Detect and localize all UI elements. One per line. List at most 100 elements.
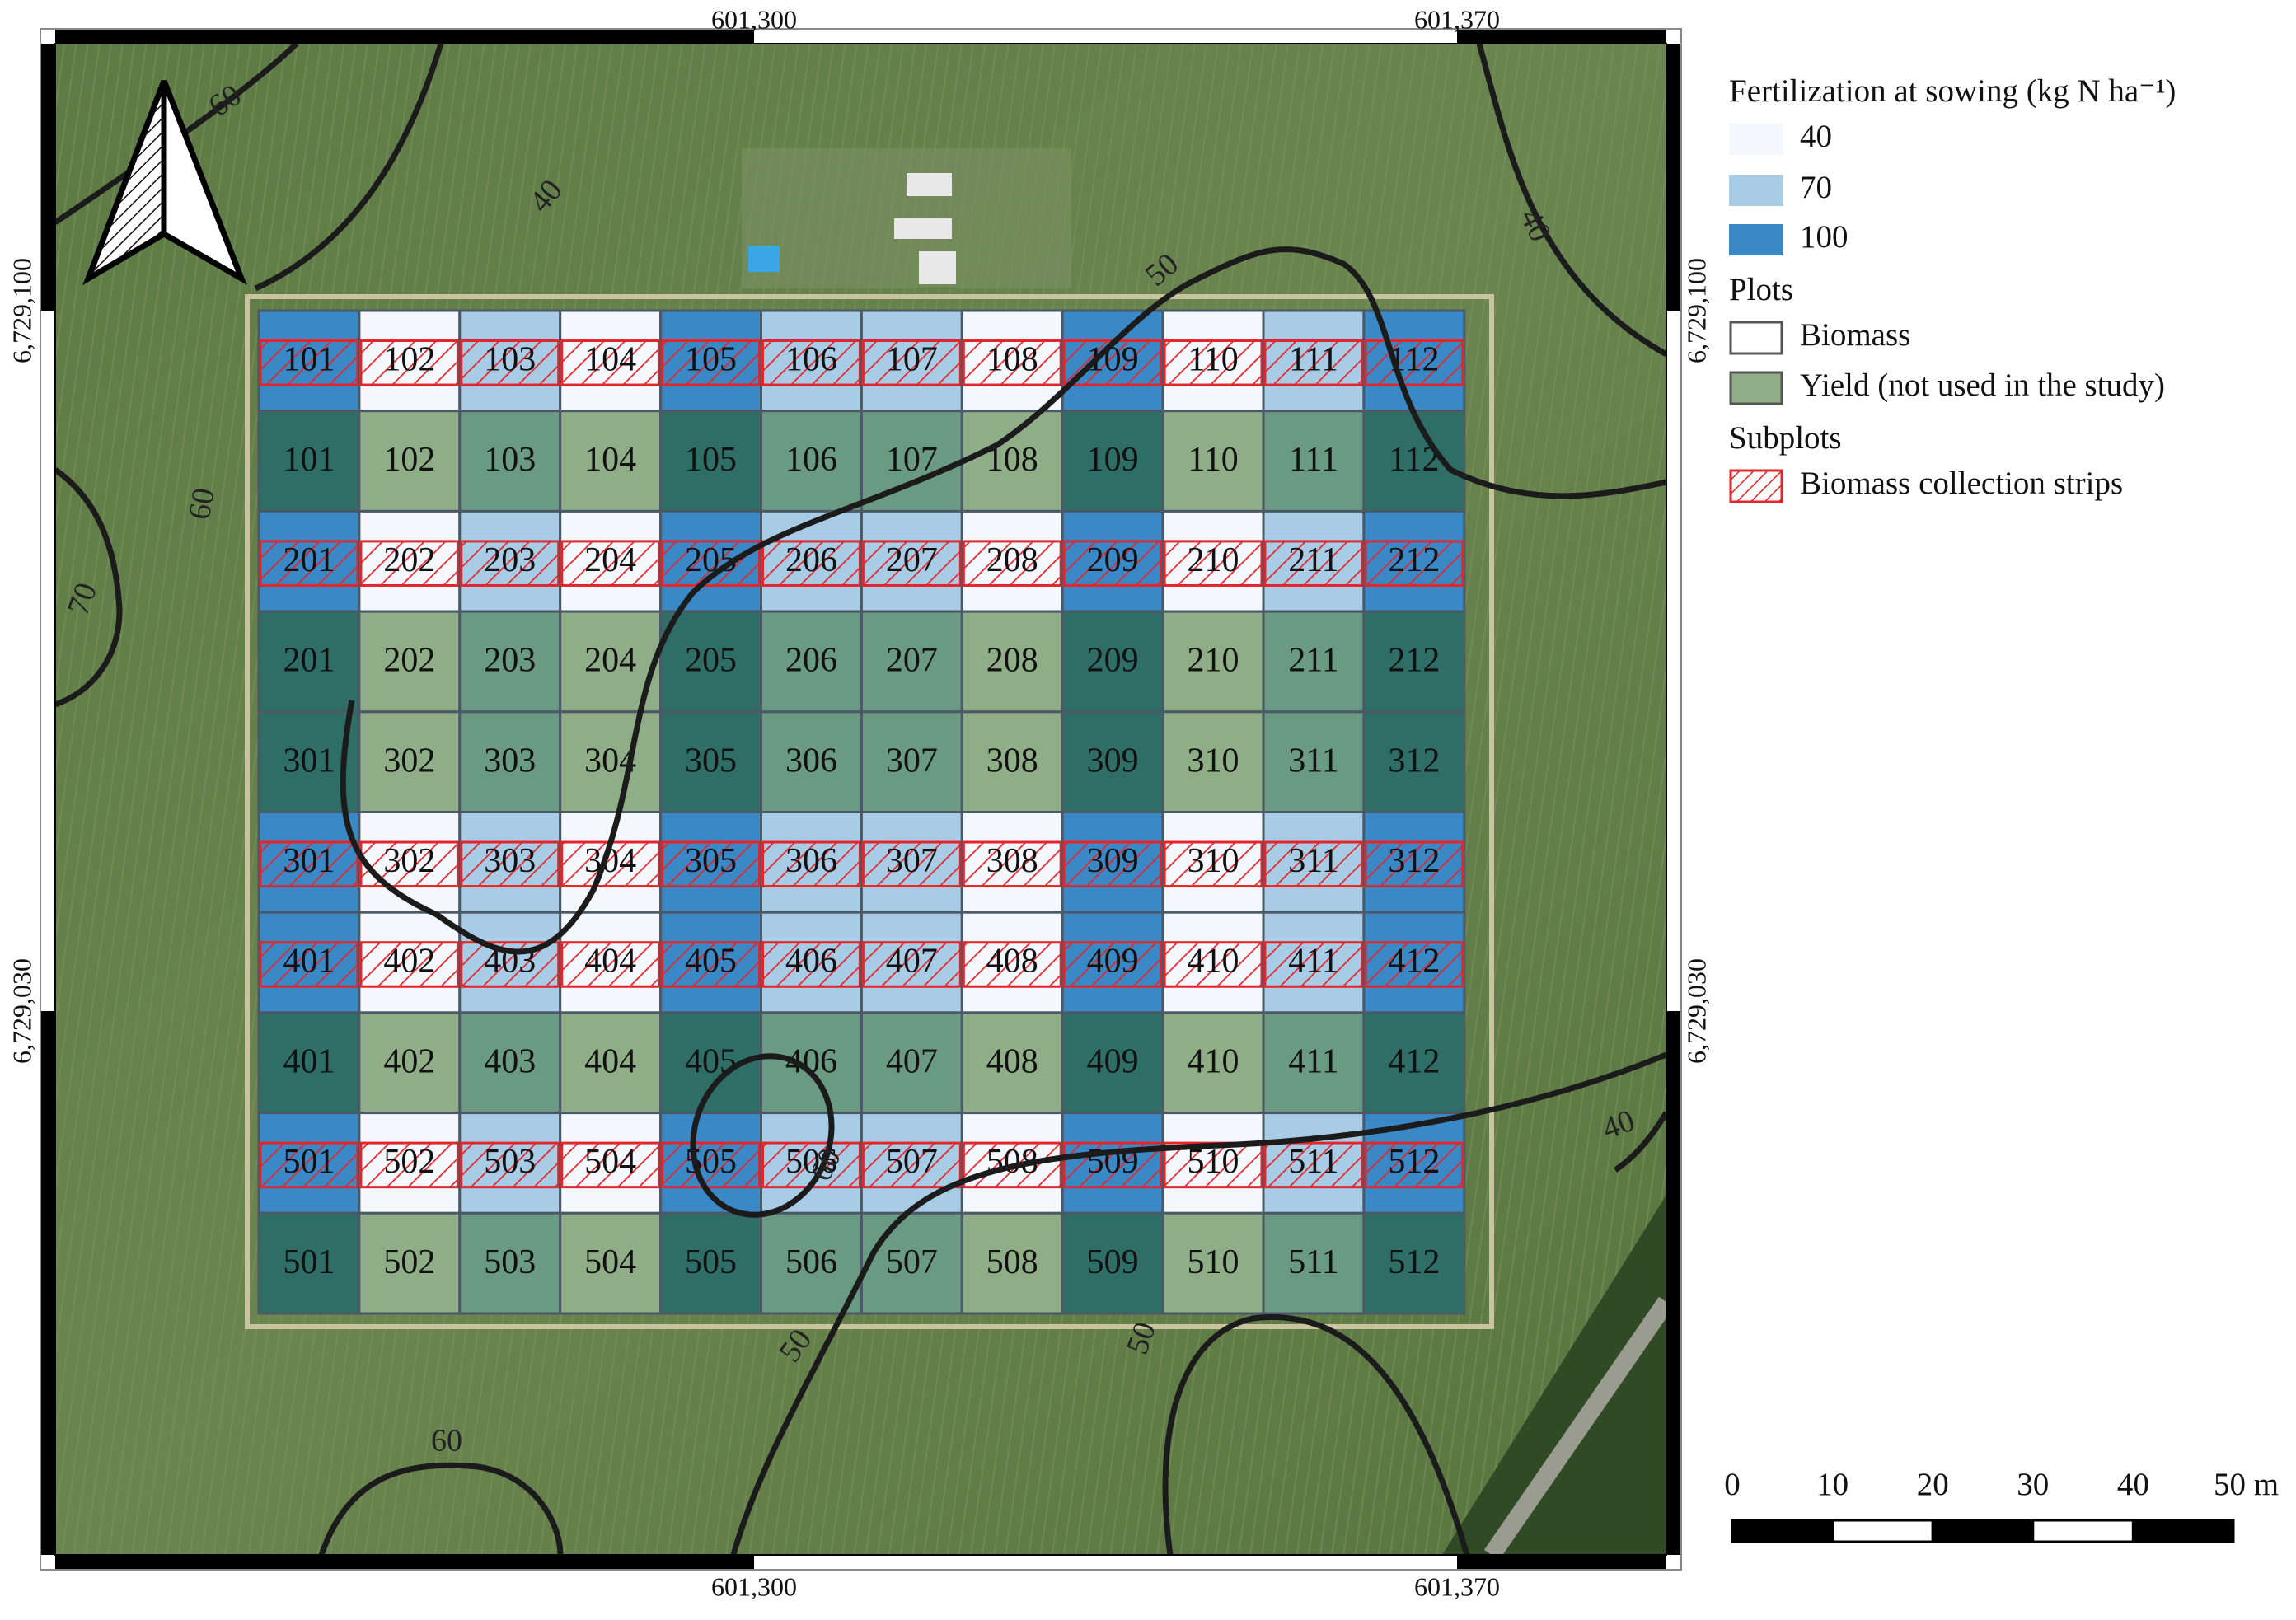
contour-label: 60: [431, 1424, 462, 1458]
plot-label: 511: [1288, 1243, 1338, 1281]
collection-strip: [1163, 941, 1263, 988]
collection-strip: [1062, 840, 1163, 888]
plot: [1061, 1211, 1164, 1315]
legend-swatch: [1729, 175, 1783, 206]
plot-label: 507: [886, 1243, 938, 1281]
plot-label: 202: [383, 642, 435, 680]
north-arrow-hatch: [88, 81, 164, 279]
plot-label: 207: [886, 642, 938, 680]
plot-label: 110: [1188, 441, 1238, 479]
plot-label: 306: [785, 742, 837, 780]
plot: [1362, 710, 1466, 813]
plot-label: 208: [986, 642, 1038, 680]
contour-line: [1476, 44, 1666, 358]
collection-strip: [962, 339, 1062, 386]
frame-bar: [40, 44, 55, 311]
plot-label: 101: [283, 441, 335, 479]
frame-outline: [54, 43, 1667, 1556]
plot-label: 205: [685, 541, 737, 579]
plot: [1061, 410, 1164, 513]
plot-label: 502: [383, 1243, 435, 1281]
plot: [358, 710, 462, 813]
collection-strip: [661, 840, 761, 888]
scale-bar-label: 10: [1816, 1467, 1849, 1502]
plot-label: 107: [886, 441, 938, 479]
collection-strip: [460, 540, 560, 587]
plot: [458, 1211, 562, 1315]
collection-strip: [861, 1141, 962, 1189]
contour-line: [730, 1051, 1666, 1555]
tarp: [748, 246, 780, 272]
plot-label: 412: [1388, 943, 1440, 981]
plot-label: 308: [986, 742, 1038, 780]
collection-strip: [962, 840, 1062, 888]
collection-strip: [259, 941, 359, 988]
plot: [559, 1011, 663, 1115]
plot: [960, 410, 1064, 513]
collection-strip: [1163, 339, 1263, 386]
scale-bar-label: 50 m: [2214, 1467, 2279, 1502]
plot-label: 203: [484, 642, 536, 680]
collection-strip: [359, 339, 460, 386]
plot-label: 207: [886, 541, 938, 579]
plot: [659, 1211, 762, 1315]
plot: [760, 1211, 863, 1315]
legend-label: 70: [1800, 170, 1832, 205]
plot: [559, 410, 663, 513]
coordinate-label: 601,300: [711, 1571, 797, 1601]
frame-bar: [55, 29, 754, 44]
coordinate-label: 6,729,100: [7, 258, 36, 363]
plot: [458, 610, 562, 714]
plot-label: 209: [1087, 642, 1139, 680]
map-frame: [40, 28, 1682, 1571]
legend-title: Plots: [1729, 272, 1793, 307]
frame-outer: [40, 28, 1682, 1571]
plot-label: 105: [685, 441, 737, 479]
plot-label: 202: [383, 541, 435, 579]
plot-label: 303: [484, 842, 536, 880]
plot-label: 311: [1288, 742, 1338, 780]
plot-label: 407: [886, 1042, 938, 1080]
plot-label: 104: [584, 340, 636, 378]
plot-label: 402: [383, 1042, 435, 1080]
collection-strip: [259, 1141, 359, 1189]
plot-label: 302: [383, 742, 435, 780]
collection-strip: [1263, 1141, 1364, 1189]
contour-line: [318, 1462, 564, 1555]
plot-label: 411: [1288, 1042, 1338, 1080]
collection-strip: [460, 339, 560, 386]
coordinate-label: 601,370: [1414, 4, 1500, 34]
plot-label: 107: [886, 340, 938, 378]
plot-label: 103: [484, 340, 536, 378]
scale-bar-label: 30: [2017, 1467, 2049, 1502]
plot-label: 401: [283, 1042, 335, 1080]
scale-bar-label: 40: [2117, 1467, 2149, 1502]
plot-label: 303: [484, 742, 536, 780]
collection-strip: [560, 941, 661, 988]
contour-line: [55, 467, 123, 708]
road: [1483, 1296, 1666, 1555]
plot-label: 502: [383, 1143, 435, 1181]
plot-label: 206: [785, 541, 837, 579]
plot-label: 307: [886, 742, 938, 780]
frame-bar: [55, 1555, 754, 1570]
plot-label: 408: [986, 1042, 1038, 1080]
plot-label: 404: [584, 1042, 636, 1080]
plot-label: 201: [283, 541, 335, 579]
collection-strip: [661, 339, 761, 386]
legend-label: 100: [1800, 219, 1849, 255]
plot-label: 301: [283, 742, 335, 780]
collection-strip: [1364, 840, 1464, 888]
frame-bar: [1457, 1555, 1666, 1570]
plot: [358, 1011, 462, 1115]
contour-line: [1162, 1314, 1470, 1555]
plot-label: 210: [1188, 642, 1239, 680]
plot: [458, 1011, 562, 1115]
plot: [860, 710, 963, 813]
plot-label: 312: [1388, 842, 1440, 880]
vehicle: [894, 218, 952, 239]
collection-strip: [962, 1141, 1062, 1189]
legend-label: Biomass: [1800, 317, 1910, 353]
collection-strip: [460, 1141, 560, 1189]
collection-strip: [761, 840, 861, 888]
